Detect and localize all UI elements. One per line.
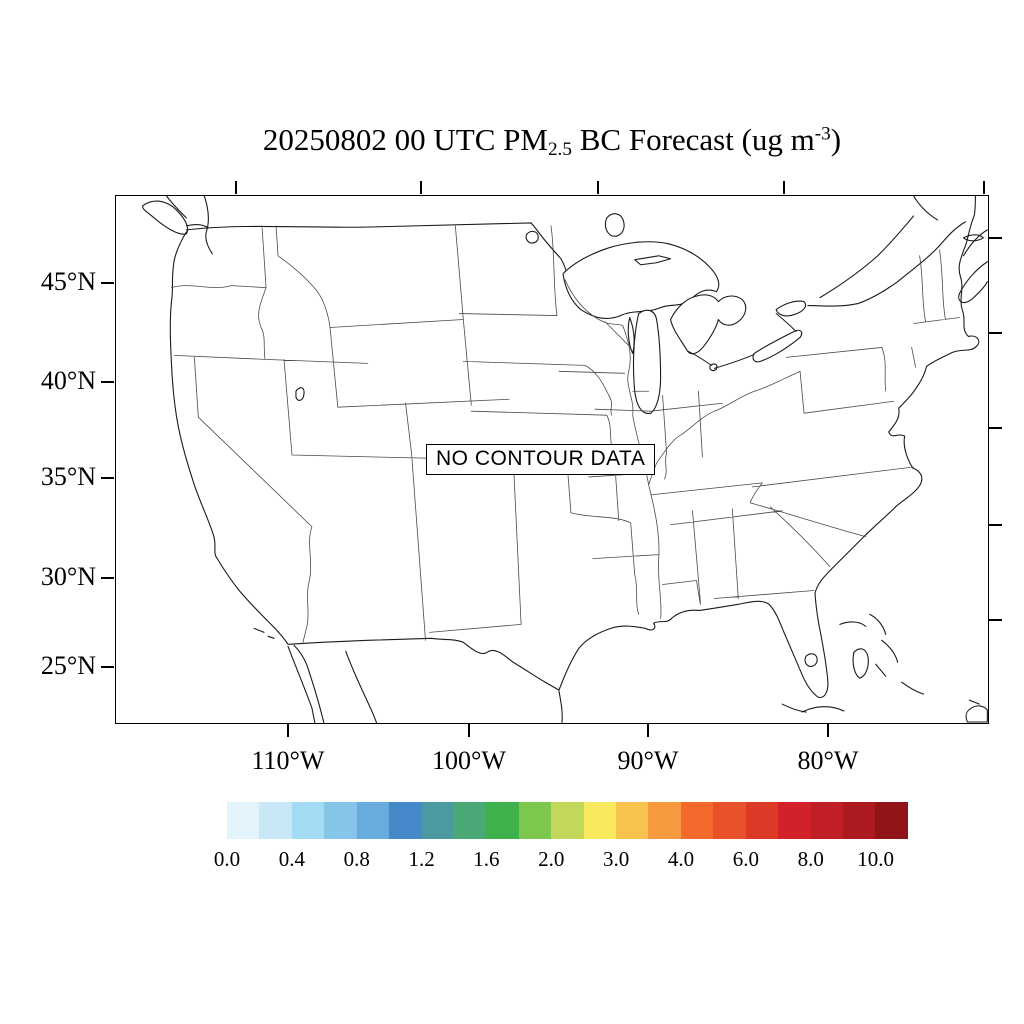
- colorbar-segment: [875, 802, 908, 839]
- isle-royale: [634, 255, 672, 266]
- axis-tick-bottom: [468, 724, 470, 737]
- colorbar-tick-label: 0.4: [278, 847, 305, 871]
- lake-okeechobee: [804, 653, 818, 667]
- title-superscript: -3: [814, 123, 831, 145]
- colorbar-segment: [583, 802, 617, 839]
- colorbar-segment: [713, 802, 746, 839]
- canadian-lakes-path: [525, 213, 625, 244]
- mexico-coast-path: [287, 644, 563, 723]
- lat-label-25n: 25°N: [40, 651, 96, 680]
- colorbar-tick-label: 0.8: [343, 847, 370, 871]
- pacific-northwest-coast-path: [142, 196, 213, 255]
- colorbar-segment: [453, 802, 487, 839]
- lon-label-110w: 110°W: [251, 746, 325, 775]
- colorbar-segment: [518, 802, 552, 839]
- lat-label-30n: 30°N: [40, 562, 96, 591]
- axis-tick-top: [783, 181, 785, 194]
- axis-tick-right: [989, 427, 1002, 429]
- axis-tick-left: [101, 282, 114, 284]
- us-map: [142, 196, 988, 723]
- colorbar-segment: [291, 802, 325, 839]
- colorbar-tick-label: 1.2: [408, 847, 435, 871]
- colorbar-segment: [227, 802, 260, 839]
- page-title: 20250802 00 UTC PM2.5 BC Forecast (ug m-…: [90, 122, 1014, 161]
- lat-label-40n: 40°N: [40, 366, 96, 395]
- colorbar-segment: [324, 802, 357, 839]
- axis-tick-right: [989, 332, 1002, 334]
- colorbar-tick-label: 0.0: [213, 847, 241, 871]
- axis-tick-left: [101, 477, 114, 479]
- title-text-1: 20250802 00 UTC PM: [262, 122, 548, 157]
- colorbar-segment: [356, 802, 390, 839]
- map-plot-area: NO CONTOUR DATA: [115, 195, 989, 724]
- axis-tick-right: [989, 619, 1002, 621]
- axis-tick-left: [101, 666, 114, 668]
- colorbar-segment: [648, 802, 681, 839]
- no-contour-data-badge: NO CONTOUR DATA: [426, 444, 656, 475]
- colorbar-segment: [389, 802, 422, 839]
- lon-label-100w: 100°W: [432, 746, 506, 775]
- axis-tick-right: [989, 524, 1002, 526]
- lat-label-45n: 45°N: [40, 267, 96, 296]
- title-subscript: 2.5: [547, 138, 572, 160]
- colorbar-tick-label: 4.0: [667, 847, 695, 871]
- lake-michigan: [627, 309, 662, 415]
- great-salt-lake: [295, 387, 305, 401]
- colorbar-segment: [680, 802, 714, 839]
- title-text-2: BC Forecast (ug m: [571, 122, 815, 157]
- lakes-connectors-path: [687, 313, 797, 369]
- axis-tick-bottom: [287, 724, 289, 737]
- colorbar-tick-label: 10.0: [857, 847, 894, 871]
- colorbar-tick-label: 1.6: [473, 847, 500, 871]
- colorbar-segment: [421, 802, 454, 839]
- axis-tick-right: [989, 237, 1002, 239]
- colorbar-segment: [810, 802, 844, 839]
- colorbar: [227, 802, 908, 839]
- colorbar-tick-label: 8.0: [797, 847, 824, 871]
- colorbar-segment: [259, 802, 292, 839]
- colorbar-tick-label: 6.0: [732, 847, 759, 871]
- axis-tick-left: [101, 381, 114, 383]
- axis-tick-top: [983, 181, 985, 194]
- caribbean-islands-path: [253, 613, 988, 723]
- lake-ontario: [775, 300, 807, 317]
- canada-border-path: [185, 222, 568, 279]
- colorbar-segment: [745, 802, 779, 839]
- colorbar-labels: 0.0 0.4 0.8 1.2 1.6 2.0 3.0 4.0 6.0 8.0 10.0: [214, 847, 908, 875]
- colorbar-tick-label: 3.0: [603, 847, 630, 871]
- axis-tick-bottom: [827, 724, 829, 737]
- lon-label-80w: 80°W: [797, 746, 859, 775]
- colorbar-segment: [778, 802, 811, 839]
- colorbar-segment: [843, 802, 876, 839]
- lake-huron: [670, 294, 747, 355]
- state-borders-path: [171, 225, 960, 643]
- lake-erie: [752, 329, 803, 363]
- colorbar-segment: [551, 802, 584, 839]
- axis-tick-top: [235, 181, 237, 194]
- st-lawrence-border-path: [807, 196, 988, 307]
- colorbar-tick-label: 2.0: [538, 847, 565, 871]
- axis-tick-bottom: [647, 724, 649, 737]
- axis-tick-top: [597, 181, 599, 194]
- axis-tick-left: [101, 577, 114, 579]
- lake-superior: [562, 241, 720, 319]
- colorbar-segment: [486, 802, 519, 839]
- coastline-path: [169, 196, 980, 699]
- lon-label-90w: 90°W: [617, 746, 679, 775]
- axis-tick-top: [420, 181, 422, 194]
- colorbar-segment: [616, 802, 649, 839]
- lat-label-35n: 35°N: [40, 462, 96, 491]
- title-text-3: ): [830, 122, 842, 157]
